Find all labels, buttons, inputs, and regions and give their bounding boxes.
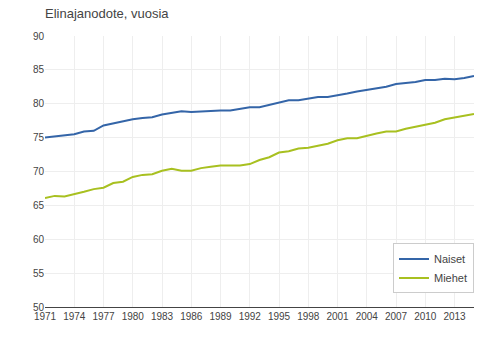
svg-text:1995: 1995 xyxy=(268,311,291,322)
svg-text:70: 70 xyxy=(33,166,45,177)
svg-text:2004: 2004 xyxy=(356,311,379,322)
svg-text:Elinajanodote, vuosia: Elinajanodote, vuosia xyxy=(45,6,169,21)
svg-text:1980: 1980 xyxy=(122,311,145,322)
svg-text:Naiset: Naiset xyxy=(434,253,465,265)
svg-text:1986: 1986 xyxy=(180,311,203,322)
svg-text:1998: 1998 xyxy=(297,311,320,322)
svg-text:80: 80 xyxy=(33,98,45,109)
svg-text:2010: 2010 xyxy=(414,311,437,322)
svg-text:1989: 1989 xyxy=(209,311,232,322)
svg-text:2007: 2007 xyxy=(385,311,408,322)
svg-text:1992: 1992 xyxy=(239,311,262,322)
svg-text:1983: 1983 xyxy=(151,311,174,322)
svg-text:50: 50 xyxy=(33,302,45,313)
svg-text:1977: 1977 xyxy=(92,311,115,322)
svg-text:90: 90 xyxy=(33,31,45,42)
svg-text:2001: 2001 xyxy=(326,311,349,322)
svg-text:65: 65 xyxy=(33,200,45,211)
svg-text:55: 55 xyxy=(33,268,45,279)
svg-text:60: 60 xyxy=(33,234,45,245)
svg-text:85: 85 xyxy=(33,64,45,75)
svg-text:1974: 1974 xyxy=(63,311,86,322)
svg-text:75: 75 xyxy=(33,132,45,143)
svg-text:2013: 2013 xyxy=(443,311,466,322)
svg-text:1971: 1971 xyxy=(34,311,57,322)
svg-text:Miehet: Miehet xyxy=(434,272,467,284)
